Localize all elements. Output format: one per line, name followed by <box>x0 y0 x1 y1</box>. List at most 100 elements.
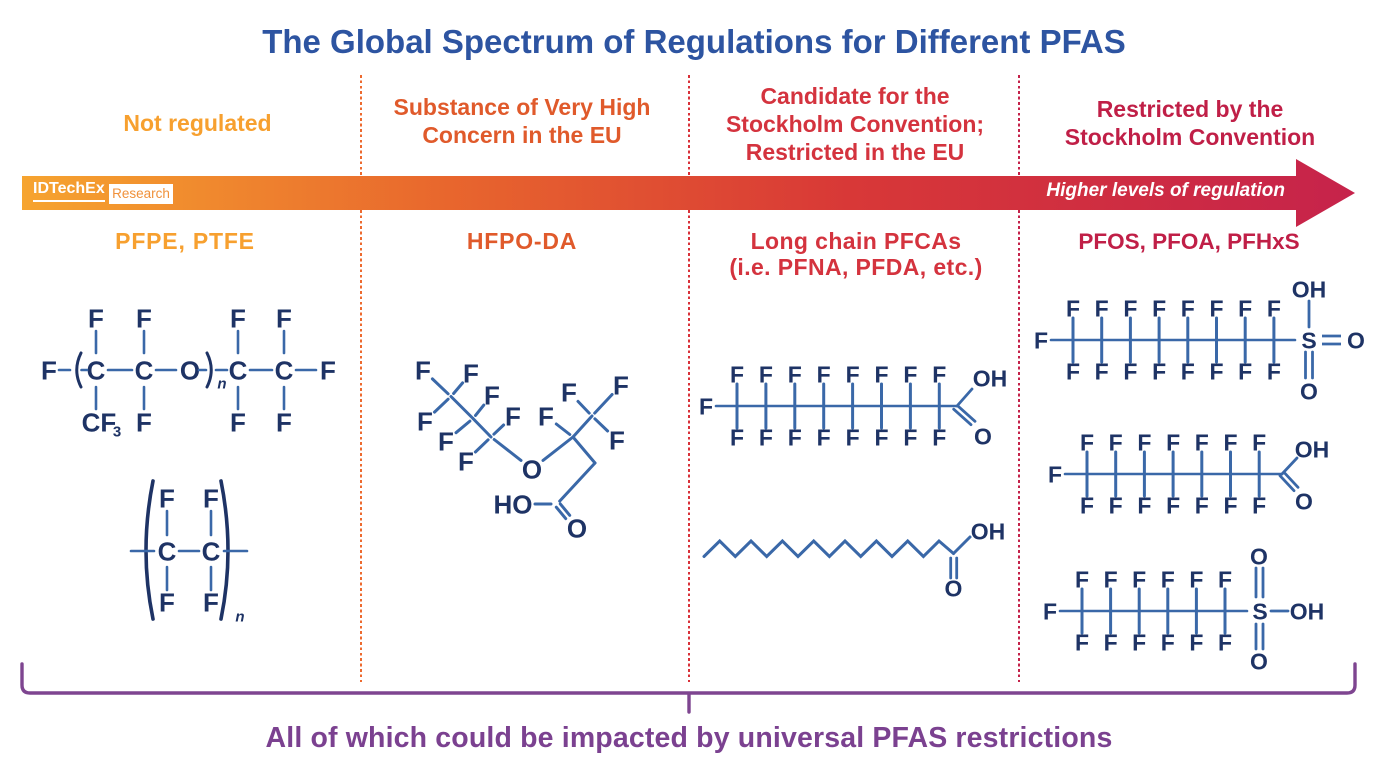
svg-text:F: F <box>88 303 104 333</box>
svg-text:F: F <box>903 361 917 387</box>
svg-text:F: F <box>788 361 802 387</box>
svg-text:F: F <box>1043 598 1057 624</box>
svg-text:O: O <box>522 454 542 484</box>
svg-text:F: F <box>1218 566 1232 592</box>
svg-text:F: F <box>1095 358 1109 384</box>
svg-text:C: C <box>202 536 221 566</box>
svg-text:F: F <box>1181 358 1195 384</box>
svg-text:F: F <box>230 407 246 437</box>
svg-text:F: F <box>1238 295 1252 321</box>
svg-text:F: F <box>1218 629 1232 655</box>
svg-text:F: F <box>1109 429 1123 455</box>
svg-text:F: F <box>1189 629 1203 655</box>
svg-text:OH: OH <box>1292 276 1327 302</box>
svg-text:F: F <box>759 361 773 387</box>
svg-text:OH: OH <box>1295 436 1330 462</box>
svg-text:F: F <box>320 355 336 385</box>
svg-text:F: F <box>1123 358 1137 384</box>
svg-text:O: O <box>1250 543 1268 569</box>
svg-text:F: F <box>1166 429 1180 455</box>
svg-text:F: F <box>932 424 946 450</box>
svg-text:F: F <box>505 401 521 431</box>
svg-text:C: C <box>275 355 294 385</box>
svg-text:F: F <box>458 446 474 476</box>
svg-text:F: F <box>1104 629 1118 655</box>
svg-text:F: F <box>932 361 946 387</box>
svg-text:F: F <box>846 424 860 450</box>
svg-text:F: F <box>1104 566 1118 592</box>
svg-text:F: F <box>817 361 831 387</box>
svg-text:F: F <box>159 587 175 617</box>
svg-text:OH: OH <box>971 518 1006 544</box>
svg-text:F: F <box>1195 492 1209 518</box>
svg-text:O: O <box>567 513 587 543</box>
svg-text:F: F <box>1048 461 1062 487</box>
svg-text:F: F <box>874 424 888 450</box>
svg-text:C: C <box>87 355 106 385</box>
svg-text:S: S <box>1252 598 1267 624</box>
svg-text:F: F <box>1152 358 1166 384</box>
svg-text:F: F <box>1137 492 1151 518</box>
svg-text:CF: CF <box>82 407 117 437</box>
svg-text:F: F <box>538 401 554 431</box>
svg-text:F: F <box>41 355 57 385</box>
svg-text:OH: OH <box>973 365 1008 391</box>
svg-text:F: F <box>415 355 431 385</box>
svg-text:F: F <box>788 424 802 450</box>
svg-text:F: F <box>1109 492 1123 518</box>
svg-text:C: C <box>158 536 177 566</box>
svg-text:F: F <box>903 424 917 450</box>
svg-text:O: O <box>945 575 963 601</box>
svg-text:OH: OH <box>1290 598 1325 624</box>
svg-text:F: F <box>613 370 629 400</box>
svg-text:F: F <box>1252 492 1266 518</box>
svg-text:O: O <box>974 423 992 449</box>
svg-text:F: F <box>730 424 744 450</box>
svg-text:F: F <box>1166 492 1180 518</box>
svg-text:F: F <box>203 483 219 513</box>
svg-text:F: F <box>1238 358 1252 384</box>
svg-text:F: F <box>1181 295 1195 321</box>
svg-text:F: F <box>1132 566 1146 592</box>
svg-text:F: F <box>230 303 246 333</box>
svg-text:O: O <box>1300 378 1318 404</box>
svg-text:F: F <box>1066 358 1080 384</box>
svg-text:F: F <box>1267 358 1281 384</box>
svg-text:F: F <box>1034 327 1048 353</box>
svg-text:F: F <box>874 361 888 387</box>
svg-text:F: F <box>846 361 860 387</box>
svg-text:F: F <box>1080 429 1094 455</box>
svg-text:F: F <box>276 303 292 333</box>
svg-text:F: F <box>1152 295 1166 321</box>
svg-text:F: F <box>1161 629 1175 655</box>
svg-text:F: F <box>136 407 152 437</box>
svg-text:O: O <box>180 355 200 385</box>
svg-text:n: n <box>217 375 226 392</box>
svg-text:F: F <box>1132 629 1146 655</box>
svg-text:F: F <box>203 587 219 617</box>
svg-text:F: F <box>1161 566 1175 592</box>
svg-text:F: F <box>1066 295 1080 321</box>
svg-text:C: C <box>229 355 248 385</box>
svg-text:O: O <box>1250 648 1268 674</box>
svg-text:F: F <box>1080 492 1094 518</box>
svg-text:F: F <box>159 483 175 513</box>
svg-text:F: F <box>1195 429 1209 455</box>
svg-text:O: O <box>1295 488 1313 514</box>
svg-text:F: F <box>1252 429 1266 455</box>
svg-text:F: F <box>276 407 292 437</box>
svg-text:F: F <box>1209 358 1223 384</box>
svg-text:F: F <box>136 303 152 333</box>
svg-text:S: S <box>1301 327 1316 353</box>
svg-text:F: F <box>561 377 577 407</box>
svg-text:F: F <box>699 393 713 419</box>
svg-text:F: F <box>463 358 479 388</box>
svg-text:F: F <box>817 424 831 450</box>
svg-text:HO: HO <box>494 489 533 519</box>
svg-text:3: 3 <box>113 423 121 440</box>
svg-text:F: F <box>1095 295 1109 321</box>
svg-text:F: F <box>417 406 433 436</box>
svg-text:F: F <box>484 380 500 410</box>
svg-text:F: F <box>759 424 773 450</box>
svg-text:F: F <box>730 361 744 387</box>
